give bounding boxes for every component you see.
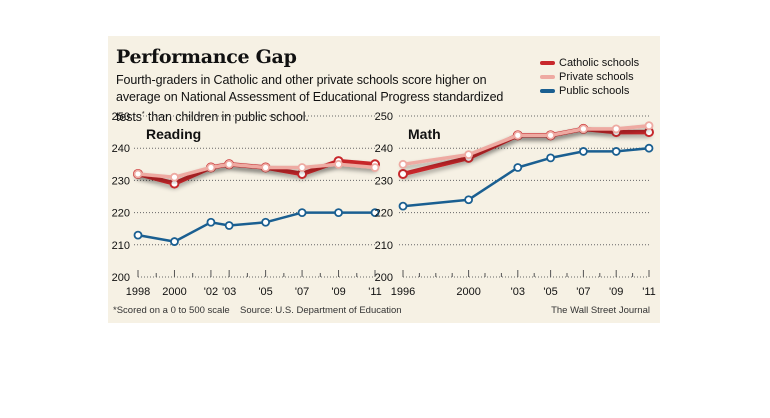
series-catholic-schools xyxy=(133,156,380,189)
data-point xyxy=(170,172,179,182)
data-point xyxy=(133,230,143,240)
x-tick-label: 2000 xyxy=(456,286,480,298)
chart-card: Performance Gap Fourth-graders in Cathol… xyxy=(108,36,660,323)
data-point xyxy=(261,163,271,172)
data-point xyxy=(224,221,234,230)
x-tick-label: '09 xyxy=(609,286,623,298)
data-point xyxy=(133,169,143,179)
y-tick-label: 200 xyxy=(112,272,130,284)
x-tick-label: '07 xyxy=(295,286,309,298)
chart-subtitle: Fourth-graders in Catholic and other pri… xyxy=(116,72,516,126)
legend-item-catholic: Catholic schools xyxy=(540,56,639,70)
x-tick-label: 1998 xyxy=(126,286,150,298)
data-point xyxy=(370,208,380,218)
panel-title: Math xyxy=(408,126,441,142)
y-tick-label: 200 xyxy=(375,272,393,284)
chart-title: Performance Gap xyxy=(116,46,297,68)
series-line xyxy=(401,146,651,208)
x-tick-label: 1996 xyxy=(391,286,415,298)
data-point xyxy=(261,217,271,227)
series-private-schools xyxy=(398,121,654,169)
footnote-mark: * xyxy=(141,111,145,118)
x-tick-label: '11 xyxy=(368,286,382,298)
legend-label: Catholic schools xyxy=(559,57,640,69)
source-note: Source: U.S. Department of Education xyxy=(240,305,402,316)
data-point xyxy=(334,208,343,218)
data-point xyxy=(546,130,556,140)
x-tick-label: '11 xyxy=(642,286,656,298)
legend-label: Private schools xyxy=(559,71,634,83)
data-point xyxy=(611,147,621,156)
x-tick-label: '09 xyxy=(331,286,345,298)
data-point xyxy=(170,237,179,246)
y-tick-label: 220 xyxy=(375,208,393,220)
math-panel: 200 210 220 230 240 250 1996 2000 '03 '05 '07 '09 '1… xyxy=(375,111,656,298)
y-tick-label: 210 xyxy=(375,240,393,252)
data-point xyxy=(297,208,307,218)
data-point xyxy=(297,163,307,172)
subtitle-text-end: than children in public school. xyxy=(144,110,309,124)
data-point xyxy=(398,201,408,211)
x-tick-label: '07 xyxy=(576,286,590,298)
x-tick-label: '05 xyxy=(258,286,272,298)
legend-swatch-public xyxy=(540,89,555,93)
panel-title: Reading xyxy=(146,126,201,142)
x-tick-label: '03 xyxy=(511,286,525,298)
series-private-schools xyxy=(133,159,380,182)
data-point xyxy=(398,159,408,169)
footnote: *Scored on a 0 to 500 scale xyxy=(113,305,230,316)
y-tick-label: 230 xyxy=(375,175,393,187)
series-public-schools xyxy=(133,208,380,246)
data-point xyxy=(578,147,588,156)
data-point xyxy=(546,153,556,163)
series-line xyxy=(136,211,377,243)
data-point xyxy=(224,159,234,169)
y-tick-label: 230 xyxy=(112,175,130,187)
data-point xyxy=(398,168,408,179)
legend-swatch-catholic xyxy=(540,61,555,65)
data-point xyxy=(206,163,216,172)
data-point xyxy=(464,150,474,160)
line-charts: 200 210 220 230 240 250 1998 2000 '02 '03 '05 '07 '0… xyxy=(112,111,656,298)
data-point xyxy=(611,124,621,134)
data-point xyxy=(464,195,474,205)
series-line xyxy=(136,162,377,179)
x-tick-label: '05 xyxy=(543,286,557,298)
credit: The Wall Street Journal xyxy=(551,305,650,316)
x-tick-label: '02 xyxy=(204,286,218,298)
data-point xyxy=(644,121,654,131)
y-tick-label: 240 xyxy=(375,143,393,155)
legend-item-private: Private schools xyxy=(540,70,639,84)
y-tick-label: 240 xyxy=(112,143,130,155)
legend-swatch-private xyxy=(540,75,555,79)
subtitle-text: Fourth-graders in Catholic and other pri… xyxy=(116,73,504,124)
reading-panel: 200 210 220 230 240 250 1998 2000 '02 '03 '05 '07 '0… xyxy=(112,111,382,298)
legend-label: Public schools xyxy=(559,85,630,97)
data-point xyxy=(370,163,380,172)
series-public-schools xyxy=(398,143,654,211)
y-tick-label: 220 xyxy=(112,208,130,220)
y-tick-label: 250 xyxy=(112,111,130,123)
x-tick-label: '03 xyxy=(222,286,236,298)
data-point xyxy=(206,217,216,227)
legend: Catholic schools Private schools Public … xyxy=(540,56,639,98)
data-point xyxy=(513,130,523,140)
y-tick-label: 250 xyxy=(375,111,393,123)
data-point xyxy=(644,143,654,153)
data-point xyxy=(513,163,523,172)
y-tick-label: 210 xyxy=(112,240,130,252)
data-point xyxy=(578,124,588,134)
x-tick-label: 2000 xyxy=(162,286,186,298)
data-point xyxy=(334,159,343,169)
legend-item-public: Public schools xyxy=(540,84,639,98)
